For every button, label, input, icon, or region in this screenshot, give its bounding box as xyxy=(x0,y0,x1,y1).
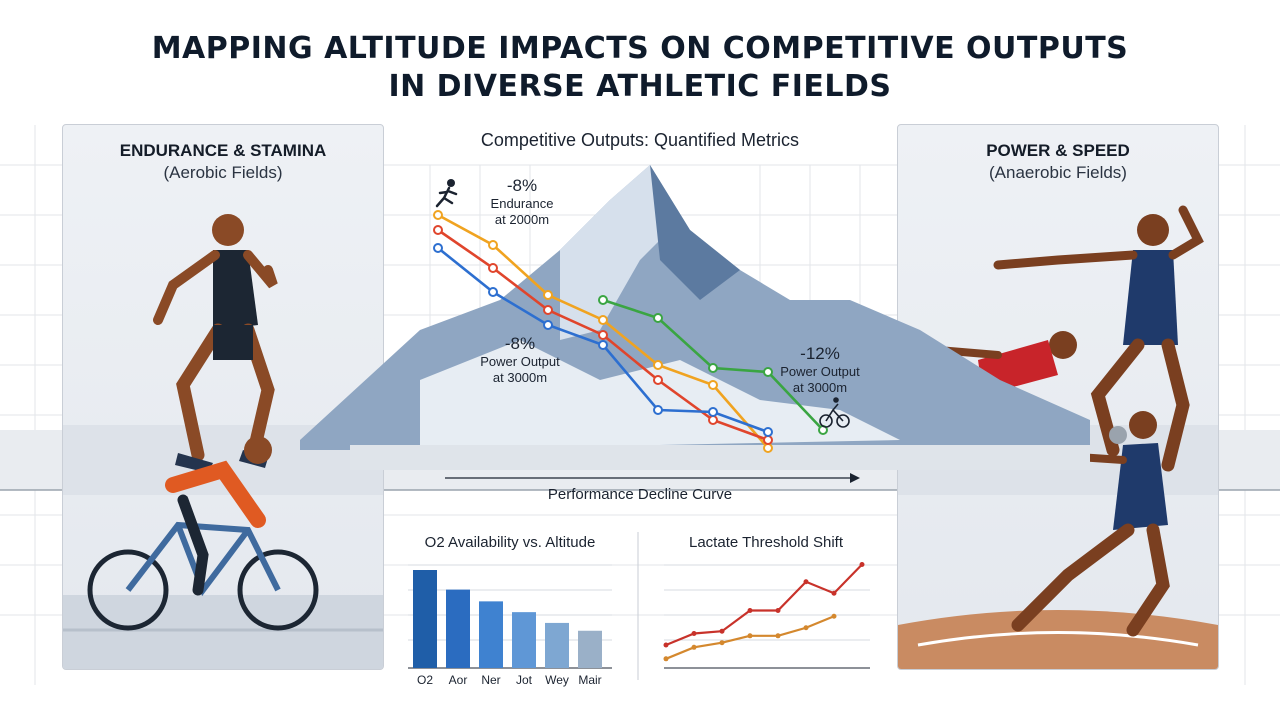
lactate-line-chart xyxy=(663,562,870,669)
shot-putter-icon xyxy=(1011,411,1170,637)
o2-tick-label-3: Jot xyxy=(515,673,532,687)
annotation-endurance-line1: Endurance xyxy=(490,196,554,211)
annotation-power-left-line1: Power Output xyxy=(480,354,560,369)
decline-point-blue-2 xyxy=(543,320,553,330)
lactate-point-line_orange-6 xyxy=(831,613,837,619)
o2-bar-chart xyxy=(408,564,612,669)
decline-point-orange-1 xyxy=(488,240,498,250)
lactate-point-line_red-7 xyxy=(859,562,865,567)
endurance-panel: ENDURANCE & STAMINA (Aerobic Fields) xyxy=(62,124,384,670)
title-line-2: IN DIVERSE ATHLETIC FIELDS xyxy=(388,69,892,104)
o2-bar-3 xyxy=(512,612,536,668)
o2-bar-4 xyxy=(545,622,569,668)
power-subtitle: (Anaerobic Fields) xyxy=(989,163,1127,182)
decline-point-orange-4 xyxy=(653,360,663,370)
lactate-point-line_orange-0 xyxy=(663,656,669,662)
endurance-title: ENDURANCE & STAMINA xyxy=(119,141,327,160)
cyclist-pictogram-icon xyxy=(819,397,850,428)
annotation-power-right-line1: Power Output xyxy=(780,364,860,379)
lactate-point-line_red-0 xyxy=(663,642,669,648)
decline-point-green-2 xyxy=(708,363,718,373)
decline-point-red-2 xyxy=(543,305,553,315)
page-title: MAPPING ALTITUDE IMPACTS ON COMPETITIVE … xyxy=(0,30,1280,106)
annotation-power-left: -8% Power Output at 3000m xyxy=(455,334,585,386)
lactate-point-line_red-3 xyxy=(747,608,753,613)
decline-point-orange-6 xyxy=(763,443,773,453)
endurance-illustration xyxy=(63,214,383,669)
decline-point-red-3 xyxy=(598,330,608,340)
decline-point-orange-0 xyxy=(433,210,443,220)
o2-tick-label-5: Mair xyxy=(578,673,602,687)
lactate-point-line_orange-3 xyxy=(747,633,753,639)
mountain-illustration xyxy=(300,165,1090,470)
decline-point-blue-4 xyxy=(653,405,663,415)
o2-bar-0 xyxy=(413,570,437,668)
o2-bar-2 xyxy=(479,601,503,668)
cyclist-icon xyxy=(87,436,319,631)
lactate-point-line_red-4 xyxy=(775,608,781,613)
o2-tick-label-1: Aor xyxy=(448,673,468,687)
o2-tick-label-0: O2 xyxy=(416,673,433,687)
lactate-line-line_red xyxy=(665,563,863,647)
decline-point-blue-6 xyxy=(763,427,773,437)
lactate-point-line_orange-1 xyxy=(691,644,697,650)
lactate-chart-title: Lactate Threshold Shift xyxy=(689,534,843,551)
o2-tick-label-2: Ner xyxy=(481,673,501,687)
o2-bar-5 xyxy=(578,630,602,668)
decline-point-blue-5 xyxy=(708,407,718,417)
lactate-point-line_orange-2 xyxy=(719,640,725,646)
annotation-endurance-line2: at 2000m xyxy=(494,212,550,227)
decline-point-orange-5 xyxy=(708,380,718,390)
main-chart-xlabel: Performance Decline Curve xyxy=(547,486,733,503)
decline-point-red-4 xyxy=(653,375,663,385)
lactate-point-line_orange-5 xyxy=(803,625,809,631)
annotation-power-right-value: -12% xyxy=(800,344,840,363)
decline-point-orange-2 xyxy=(543,290,553,300)
main-chart-title: Competitive Outputs: Quantified Metrics xyxy=(480,130,800,150)
o2-bar-1 xyxy=(446,589,470,668)
decline-point-green-0 xyxy=(598,295,608,305)
decline-point-blue-3 xyxy=(598,340,608,350)
decline-point-orange-3 xyxy=(598,315,608,325)
annotation-power-left-line2: at 3000m xyxy=(492,370,548,385)
decline-point-blue-1 xyxy=(488,287,498,297)
o2-chart-title: O2 Availability vs. Altitude xyxy=(424,534,596,551)
annotation-power-right: -12% Power Output at 3000m xyxy=(765,344,875,396)
decline-point-blue-0 xyxy=(433,243,443,253)
annotation-endurance: -8% Endurance at 2000m xyxy=(472,176,572,228)
power-title: POWER & SPEED xyxy=(986,141,1130,160)
decline-point-green-1 xyxy=(653,313,663,323)
o2-tick-label-4: Wey xyxy=(545,673,569,687)
jumper-icon xyxy=(993,205,1204,472)
lactate-point-line_red-5 xyxy=(803,579,809,585)
decline-point-red-5 xyxy=(708,415,718,425)
decline-point-green-3 xyxy=(763,367,773,377)
annotation-power-left-value: -8% xyxy=(504,334,536,353)
lactate-point-line_red-6 xyxy=(831,590,837,596)
x-axis-arrow-icon xyxy=(850,473,860,483)
endurance-subtitle: (Aerobic Fields) xyxy=(163,163,283,182)
decline-point-red-1 xyxy=(488,263,498,273)
lactate-point-line_red-1 xyxy=(691,631,697,636)
annotation-endurance-value: -8% xyxy=(506,176,538,195)
decline-point-red-0 xyxy=(433,225,443,235)
lactate-point-line_orange-4 xyxy=(775,633,781,639)
annotation-power-right-line2: at 3000m xyxy=(792,380,848,395)
lactate-point-line_red-2 xyxy=(719,628,725,634)
runner-pictogram-icon xyxy=(435,179,458,208)
title-line-1: MAPPING ALTITUDE IMPACTS ON COMPETITIVE … xyxy=(151,31,1129,66)
decline-point-red-6 xyxy=(763,435,773,445)
